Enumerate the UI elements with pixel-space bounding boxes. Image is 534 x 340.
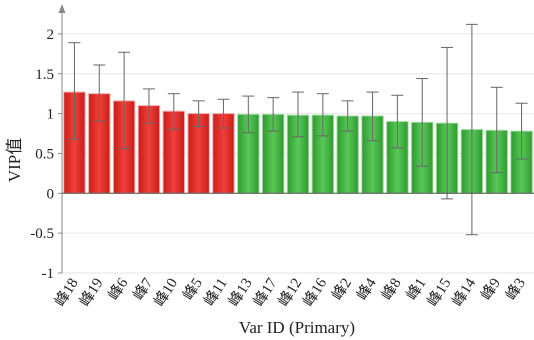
x-tick-label-18: 峰3 [503,275,529,303]
x-tick-label-4: 峰10 [151,275,181,309]
error-bars-layer [68,23,528,236]
x-tick-label-15: 峰15 [424,275,454,309]
x-tick-label-16: 峰14 [449,275,480,310]
y-tick-label-3: 0.5 [35,146,54,162]
x-tick-label-11: 峰2 [329,275,355,303]
axes [58,4,534,274]
x-tick-label-1: 峰19 [76,275,106,309]
x-tick-label-17: 峰9 [478,275,504,303]
x-tick-label-9: 峰12 [275,275,305,309]
y-tick-label-0: -1 [42,266,55,282]
y-axis-label: VIP值 [5,138,24,182]
x-axis-label: Var ID (Primary) [239,318,355,337]
y-tick-label-2: 0 [47,186,55,202]
x-tick-label-13: 峰8 [378,275,404,303]
bars-layer [63,91,533,194]
x-tick-label-6: 峰11 [201,275,231,309]
y-tick-labels: -1 -0.5 0 0.5 1 1.5 2 [30,27,54,282]
x-tick-label-0: 峰18 [51,275,81,309]
y-tick-label-6: 2 [47,27,55,43]
x-tick-label-12: 峰4 [354,275,381,304]
x-tick-label-2: 峰6 [105,275,132,304]
y-tick-label-5: 1.5 [35,67,54,83]
y-axis-arrow [58,4,66,13]
x-tick-label-7: 峰13 [225,275,255,309]
y-tick-label-1: -0.5 [30,226,54,242]
y-tick-label-4: 1 [47,107,55,123]
x-tick-label-10: 峰16 [300,275,331,310]
x-tick-label-8: 峰17 [250,275,281,310]
